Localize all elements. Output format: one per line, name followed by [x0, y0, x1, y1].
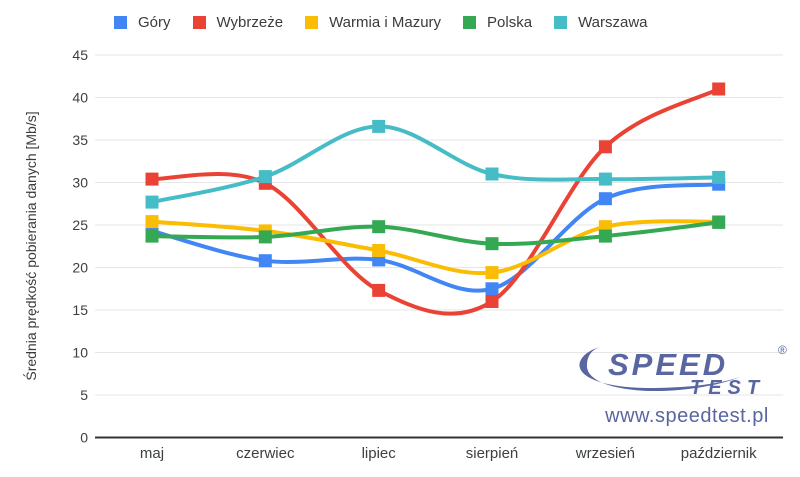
data-point-wybrzeże [598, 140, 612, 154]
data-point-warszawa [712, 170, 726, 184]
x-tick-label-lipiec: lipiec [362, 445, 397, 462]
series-line-warmia-i-mazury [150, 219, 721, 276]
speedtest-url: www.speedtest.pl [605, 405, 769, 427]
y-tick-label: 30 [72, 175, 88, 191]
series-polska [145, 215, 726, 251]
data-point-warmia-i-mazury [372, 244, 386, 257]
chart-legend: Góry Wybrzeże Warmia i Mazury Polska Warszaw… [114, 14, 648, 31]
legend-swatch-icon [554, 16, 568, 29]
y-tick-label: 15 [72, 302, 88, 318]
y-tick-label: 20 [72, 260, 88, 276]
logo-test-text: TEST [690, 377, 765, 398]
y-tick-label: 45 [72, 47, 88, 63]
speedtest-watermark: SPEED ® TEST www.speedtest.pl [578, 340, 796, 428]
x-tick-label-sierpień: sierpień [466, 445, 519, 462]
data-point-polska [598, 229, 612, 243]
x-tick-label-czerwiec: czerwiec [236, 445, 295, 462]
y-tick-label: 10 [72, 345, 88, 361]
legend-swatch-icon [463, 16, 477, 29]
series-line-góry [150, 182, 721, 293]
legend-swatch-icon [305, 16, 319, 29]
y-tick-label: 25 [72, 217, 88, 233]
data-point-warszawa [372, 119, 386, 133]
legend-label: Góry [138, 14, 171, 31]
legend-item-wybrzeże: Wybrzeże [192, 14, 284, 31]
data-point-góry [485, 282, 499, 296]
legend-item-warmia-i-mazury: Warmia i Mazury [305, 14, 441, 31]
x-tick-label-październik: październik [681, 445, 757, 462]
legend-label: Polska [487, 14, 533, 31]
legend-label: Wybrzeże [216, 14, 284, 31]
y-tick-label: 5 [80, 387, 88, 403]
legend-item-warszawa: Warszawa [554, 14, 648, 31]
data-point-góry [598, 192, 612, 206]
data-point-warszawa [145, 195, 159, 209]
series-warszawa [145, 119, 726, 209]
data-point-góry [258, 254, 272, 268]
data-point-warmia-i-mazury [485, 266, 499, 280]
series-line-polska [150, 220, 721, 246]
x-axis-labels: maj czerwiec lipiec sierpień wrzesień paździe… [140, 445, 757, 462]
legend-swatch-icon [192, 16, 206, 29]
data-point-wybrzeże [372, 283, 386, 297]
y-tick-label: 40 [72, 90, 88, 106]
data-point-polska [258, 230, 272, 244]
legend-swatch-icon [114, 16, 127, 29]
speedtest-logo: SPEED ® TEST [579, 343, 787, 399]
data-point-warmia-i-mazury [145, 215, 159, 229]
data-point-warszawa [258, 170, 272, 184]
data-point-warszawa [485, 167, 499, 181]
y-tick-label: 0 [80, 430, 88, 446]
data-point-wybrzeże [712, 82, 726, 96]
y-tick-labels: 0 5 10 15 20 25 30 35 40 45 [72, 47, 88, 446]
logo-speed-text: SPEED [608, 347, 728, 382]
legend-label: Warszawa [578, 14, 648, 31]
registered-trademark-icon: ® [778, 343, 787, 357]
series-line-warszawa [150, 124, 721, 205]
data-point-warszawa [598, 172, 612, 186]
x-tick-label-maj: maj [140, 445, 164, 462]
legend-label: Warmia i Mazury [329, 14, 442, 31]
data-point-polska [145, 229, 159, 243]
data-point-polska [712, 215, 726, 229]
y-tick-label: 35 [72, 132, 88, 148]
data-point-polska [372, 220, 386, 234]
data-point-wybrzeże [485, 295, 499, 308]
x-tick-label-wrzesień: wrzesień [575, 445, 635, 462]
legend-item-polska: Polska [463, 14, 532, 31]
data-point-polska [485, 237, 499, 251]
data-point-wybrzeże [145, 172, 159, 186]
legend-item-góry: Góry [114, 14, 171, 31]
